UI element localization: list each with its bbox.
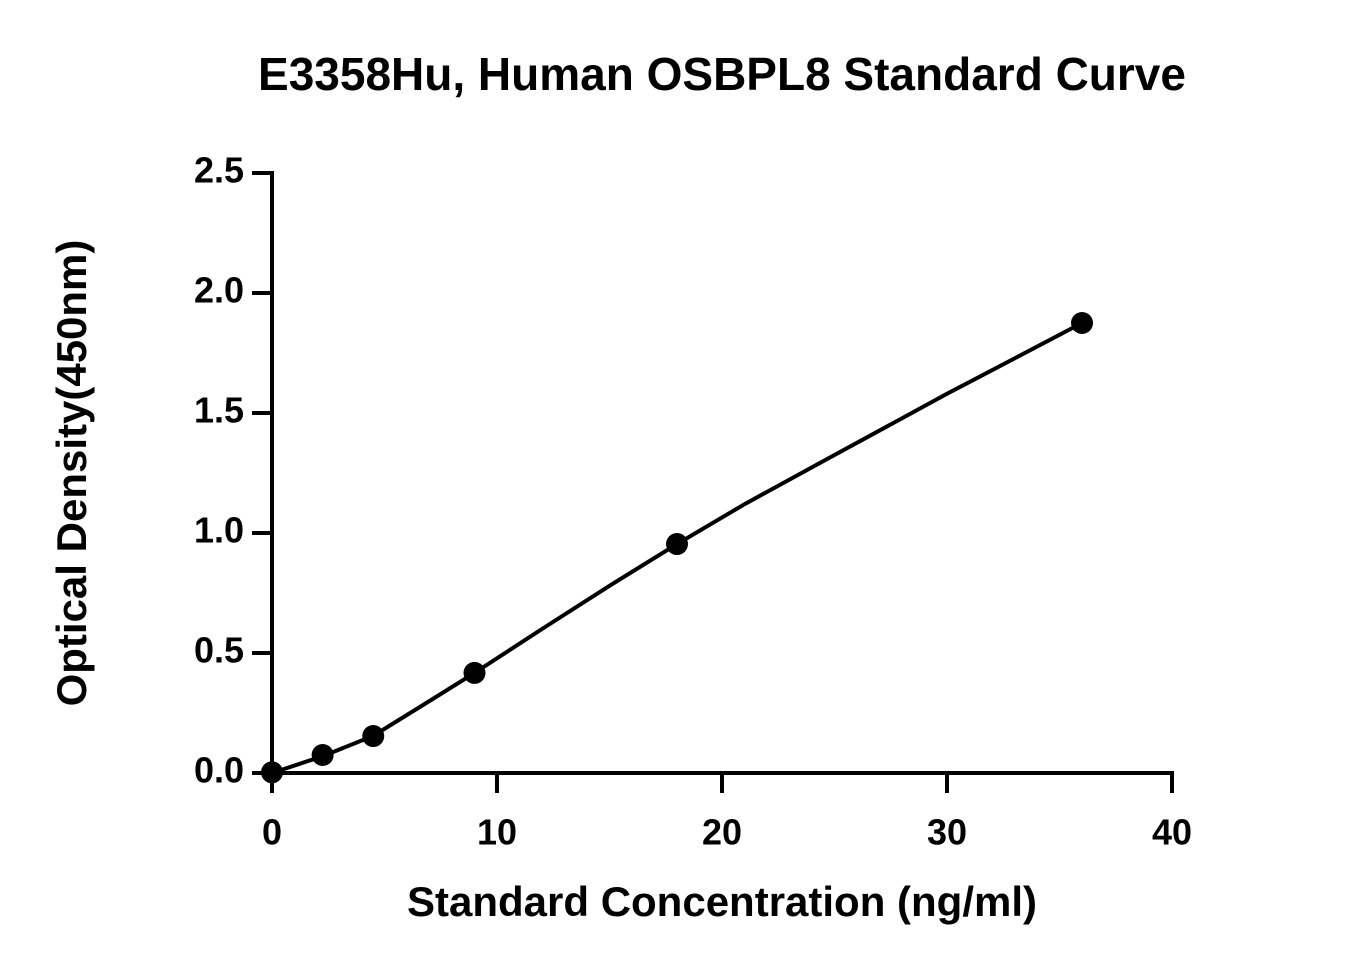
data-point [362, 725, 385, 748]
chart-title: E3358Hu, Human OSBPL8 Standard Curve [258, 48, 1186, 100]
data-point [666, 533, 688, 556]
y-tick-label: 2.0 [194, 270, 244, 311]
x-tick-label: 10 [477, 812, 517, 853]
data-point [261, 761, 283, 784]
y-tick-label: 0.0 [194, 750, 244, 791]
x-tick-label: 0 [262, 812, 282, 853]
x-tick-label: 20 [702, 812, 742, 853]
x-tick-label: 40 [1152, 812, 1192, 853]
data-point [311, 744, 334, 766]
x-tick-label: 30 [927, 812, 967, 853]
x-axis-label: Standard Concentration (ng/ml) [407, 878, 1037, 925]
y-tick-label: 1.5 [194, 390, 244, 431]
data-point [1071, 312, 1093, 334]
y-tick-label: 0.5 [194, 630, 244, 671]
y-axis-label: Optical Density(450nm) [48, 240, 95, 707]
data-point [463, 661, 486, 684]
y-tick-label: 1.0 [194, 510, 244, 551]
y-tick-label: 2.5 [194, 150, 244, 191]
